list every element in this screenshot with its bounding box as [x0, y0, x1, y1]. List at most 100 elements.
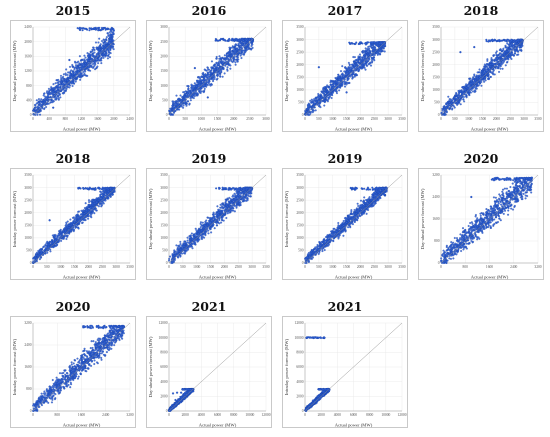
- scatter-point: [54, 86, 57, 89]
- x-tick-label: 0: [32, 117, 34, 121]
- scatter-point: [504, 64, 507, 67]
- scatter-point: [311, 111, 314, 114]
- y-tick-label: 1000: [432, 88, 439, 92]
- y-axis-label: Day-ahead power forecast (MW): [12, 40, 17, 101]
- scatter-point: [93, 212, 96, 215]
- scatter-point: [219, 37, 222, 40]
- scatter-point: [102, 27, 105, 30]
- scatter-point: [43, 92, 46, 95]
- scatter-point: [81, 63, 84, 66]
- scatter-point: [75, 78, 78, 81]
- scatter-point: [223, 38, 226, 41]
- scatter-point: [193, 85, 196, 88]
- scatter-point: [248, 38, 251, 41]
- chart-title: 2018: [463, 3, 499, 18]
- y-tick-label: 1200: [24, 69, 31, 73]
- scatter-point: [63, 236, 66, 239]
- scatter-point: [52, 246, 55, 249]
- scatter-point: [443, 113, 446, 116]
- scatter-point: [473, 90, 476, 93]
- scatter-point: [251, 43, 254, 46]
- x-tick-label: 800: [63, 117, 69, 121]
- scatter-point: [49, 246, 52, 249]
- scatter-point: [205, 83, 208, 86]
- scatter-point: [69, 65, 72, 68]
- scatter-point: [203, 87, 206, 90]
- scatter-point: [487, 75, 490, 78]
- data-point: [448, 101, 451, 104]
- scatter-point: [445, 106, 448, 109]
- scatter-point: [487, 73, 490, 76]
- scatter-point: [77, 210, 80, 213]
- scatter-point: [98, 37, 101, 40]
- scatter-point: [465, 93, 468, 96]
- scatter-point: [182, 91, 185, 94]
- scatter-point: [343, 83, 346, 86]
- scatter-point: [36, 113, 39, 116]
- scatter-point: [83, 54, 86, 57]
- diagonal-line: [304, 26, 403, 116]
- scatter-point: [77, 64, 80, 67]
- scatter-point: [307, 113, 310, 116]
- scatter-point: [58, 92, 61, 95]
- scatter-point: [335, 87, 338, 90]
- scatter-point: [72, 216, 75, 219]
- scatter-point: [513, 39, 516, 42]
- scatter-point: [197, 76, 200, 79]
- scatter-point: [334, 79, 337, 82]
- scatter-point: [348, 63, 351, 66]
- scatter-point: [61, 87, 64, 90]
- scatter-point: [190, 96, 193, 99]
- scatter-point: [40, 101, 43, 104]
- scatter-point: [234, 58, 237, 61]
- scatter-point: [351, 74, 354, 77]
- y-tick-label: 2000: [24, 211, 31, 215]
- scatter-plot: 0 500 1000 1500 2000 2500 3000 3500050010001500…: [12, 173, 134, 279]
- scatter-point: [71, 64, 74, 67]
- scatter-point: [472, 77, 475, 80]
- scatter-point: [207, 75, 210, 78]
- scatter-plot: 0 500 1000 1500 2000 2500 3000 3500050010001500…: [420, 25, 542, 131]
- scatter-point: [202, 79, 205, 82]
- y-tick-label: 3500: [432, 25, 439, 29]
- x-tick-label: 0: [168, 117, 170, 121]
- x-tick-label: 3000: [385, 117, 392, 121]
- scatter-point: [222, 64, 225, 67]
- scatter-point: [336, 81, 339, 84]
- data-point: [351, 63, 354, 66]
- scatter-point: [488, 39, 491, 42]
- scatter-point: [445, 102, 448, 105]
- scatter-point: [201, 72, 204, 75]
- y-tick-label: 1500: [160, 69, 167, 73]
- scatter-point: [319, 97, 322, 100]
- scatter-point: [231, 51, 234, 54]
- scatter-point: [43, 249, 46, 252]
- scatter-point: [212, 67, 215, 70]
- scatter-point: [90, 200, 93, 203]
- scatter-point: [75, 223, 78, 226]
- scatter-point: [105, 36, 108, 39]
- scatter-point: [92, 52, 95, 55]
- scatter-point: [239, 39, 242, 42]
- scatter-point: [221, 57, 224, 60]
- scatter-point: [99, 190, 102, 193]
- scatter-point: [231, 46, 234, 49]
- scatter-point: [79, 213, 82, 216]
- scatter-point: [224, 64, 227, 67]
- scatter-point: [97, 196, 100, 199]
- scatter-point: [371, 47, 374, 50]
- scatter-point: [242, 39, 245, 42]
- scatter-point: [478, 74, 481, 77]
- scatter-point: [56, 84, 59, 87]
- scatter-point: [39, 256, 42, 259]
- scatter-point: [344, 81, 347, 84]
- data-point: [475, 76, 479, 79]
- scatter-point: [73, 82, 76, 85]
- y-axis-label: Day-ahead power forecast (MW): [420, 40, 425, 101]
- scatter-plot: 0 400 800 1200 1600 2000 240004008001200160020…: [12, 25, 134, 131]
- scatter-point: [51, 99, 54, 102]
- scatter-point: [372, 57, 375, 60]
- scatter-point: [498, 39, 501, 42]
- scatter-point: [453, 106, 456, 109]
- chart-panel: 0 400 800 1200 1600 2000 2400 0 400 800 1200 1600 20…: [10, 20, 136, 132]
